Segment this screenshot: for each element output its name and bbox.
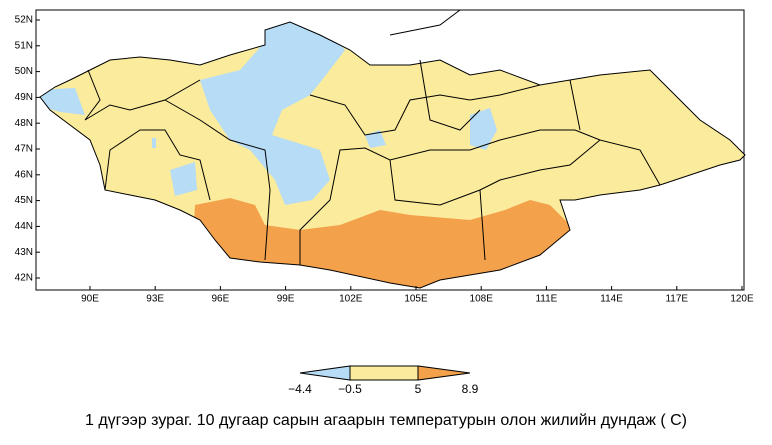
lat-label: 52N [15,15,33,26]
lat-label: 49N [15,92,33,103]
colorbar-label: −0.5 [338,382,362,396]
lat-label: 46N [15,169,33,180]
lon-label: 120E [730,294,754,305]
colorbar-mid [349,365,419,381]
province-borders [84,59,661,265]
lon-label: 90E [81,294,99,305]
lon-label: 93E [146,294,164,305]
lon-label: 102E [339,294,363,305]
lon-label: 96E [212,294,230,305]
colorbar-label: 5 [415,382,422,396]
lon-label: 114E [600,294,623,305]
lat-label: 45N [15,195,33,206]
lon-label: 105E [404,294,428,305]
lat-label: 47N [15,144,33,155]
lat-label: 43N [15,247,33,258]
colorbar-label: 8.9 [462,382,479,396]
lat-label: 48N [15,118,33,129]
lat-label: 42N [15,273,33,284]
colorbar-warm [417,365,471,381]
lon-label: 111E [535,294,557,305]
caption: 1 дүгээр зураг. 10 дугаар сарын агаарын … [85,412,687,429]
outside-border [389,9,461,36]
lon-label: 108E [470,294,494,305]
lon-label: 117E [665,294,688,305]
colorbar-label: −4.4 [288,382,312,396]
lat-label: 44N [15,221,33,232]
lon-label: 99E [277,294,295,305]
colorbar-cold [299,365,351,381]
lat-label: 51N [15,40,33,51]
lat-label: 50N [15,66,33,77]
